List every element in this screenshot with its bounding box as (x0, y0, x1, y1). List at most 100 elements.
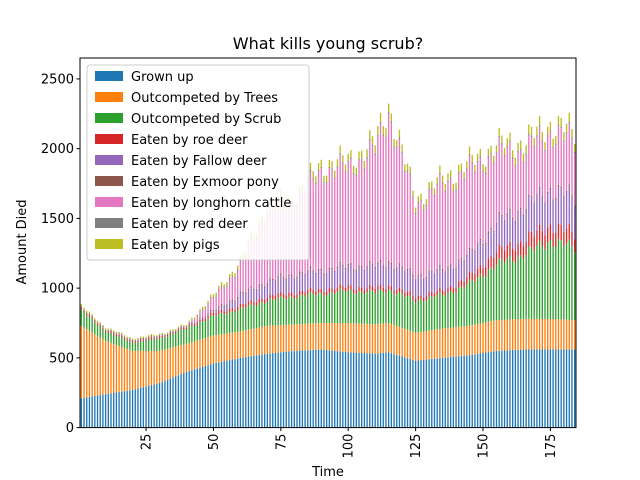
bar-segment (121, 332, 123, 335)
bar-segment (148, 336, 150, 338)
bar-segment (555, 349, 557, 428)
bar-segment (91, 315, 93, 317)
bar-segment (387, 112, 390, 114)
bar-segment (455, 268, 457, 288)
bar-segment (509, 350, 511, 428)
y-tick-label: 2000 (41, 142, 74, 157)
bar-segment (255, 289, 258, 291)
bar-segment (511, 319, 514, 351)
bar-segment (153, 334, 155, 337)
bar-segment (325, 183, 328, 274)
bar-segment (431, 188, 433, 190)
bar-segment (487, 157, 490, 232)
bar-segment (201, 366, 204, 428)
bar-segment (121, 334, 123, 336)
bar-segment (555, 246, 557, 320)
bar-segment (374, 145, 376, 154)
bar-segment (212, 296, 215, 299)
bar-segment (226, 333, 228, 361)
bar-segment (382, 323, 384, 353)
bar-segment (439, 287, 441, 293)
bar-segment (363, 290, 366, 294)
bar-segment (511, 350, 514, 428)
bar-segment (571, 137, 573, 139)
bar-segment (506, 258, 508, 320)
bar-segment (514, 221, 517, 223)
bar-segment (487, 269, 490, 322)
bar-segment (237, 358, 239, 428)
bar-segment (474, 250, 476, 253)
bar-segment (247, 305, 250, 330)
bar-segment (94, 321, 96, 323)
bar-segment (166, 379, 169, 428)
bar-segment (315, 272, 317, 275)
bar-segment (142, 337, 145, 339)
bar-segment (339, 261, 341, 264)
bar-segment (379, 288, 382, 324)
bar-segment (339, 288, 341, 323)
bar-segment (476, 353, 479, 428)
bar-segment (315, 274, 317, 292)
bar-segment (299, 350, 301, 428)
bar-segment (460, 170, 463, 173)
bar-segment (482, 172, 484, 244)
bar-segment (466, 169, 468, 255)
bar-segment (541, 318, 543, 350)
bar-segment (366, 292, 368, 324)
bar-segment (514, 250, 517, 263)
bar-segment (201, 316, 204, 318)
y-tick-label: 2500 (41, 72, 74, 87)
bar-segment (436, 358, 438, 428)
bar-segment (568, 123, 570, 185)
bar-segment (511, 217, 514, 220)
bar-segment (439, 328, 441, 359)
bar-segment (541, 197, 543, 232)
bar-segment (387, 262, 390, 286)
bar-segment (193, 323, 196, 325)
bar-segment (342, 286, 344, 291)
bar-segment (552, 233, 554, 248)
bar-segment (285, 324, 287, 352)
bar-segment (485, 244, 487, 268)
bar-segment (204, 309, 207, 317)
bar-segment (501, 214, 503, 217)
bar-segment (436, 290, 438, 296)
bar-segment (369, 284, 371, 290)
bar-segment (568, 239, 570, 320)
bar-segment (371, 136, 374, 145)
bar-segment (514, 319, 517, 350)
bar-segment (511, 248, 514, 262)
bar-segment (431, 291, 433, 297)
bar-segment (172, 329, 174, 331)
bar-segment (212, 363, 215, 428)
bar-segment (245, 292, 247, 294)
bar-segment (382, 291, 384, 324)
bar-segment (247, 356, 250, 428)
bar-segment (288, 276, 290, 293)
bar-segment (123, 337, 126, 340)
bar-segment (309, 268, 312, 288)
bar-segment (366, 149, 368, 158)
bar-segment (137, 340, 139, 343)
bar-segment (113, 392, 115, 428)
bar-segment (463, 287, 465, 327)
bar-segment (528, 349, 530, 428)
bar-segment (107, 330, 109, 331)
bar-segment (436, 177, 438, 185)
bar-segment (549, 224, 552, 241)
bar-segment (517, 319, 519, 350)
bar-segment (522, 349, 525, 428)
bar-segment (250, 237, 252, 286)
bar-segment (166, 348, 169, 380)
legend-label: Eaten by Exmoor pony (131, 175, 279, 190)
bar-segment (83, 310, 85, 312)
bar-segment (525, 210, 527, 242)
bar-segment (538, 224, 541, 241)
bar-segment (563, 140, 565, 142)
bar-segment (352, 293, 355, 324)
bar-segment (129, 341, 131, 350)
bar-segment (549, 131, 552, 188)
bar-segment (463, 172, 465, 179)
bar-segment (358, 287, 360, 292)
